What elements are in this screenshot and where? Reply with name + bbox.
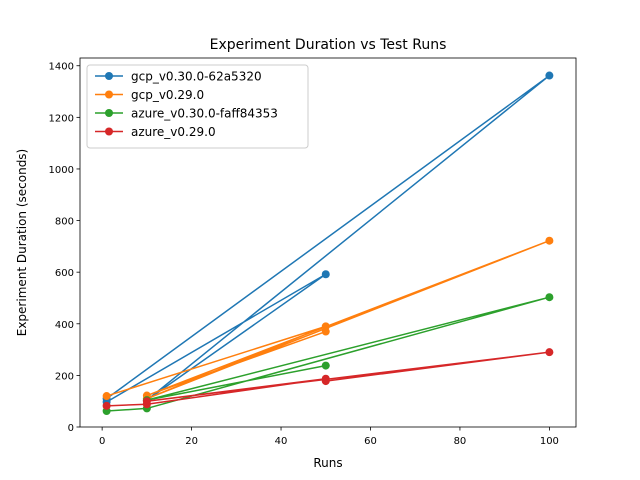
legend-box [86, 64, 309, 149]
x-tick-label: 40 [275, 436, 288, 447]
legend-entry: azure_v0.30.0-faff84353 [95, 107, 278, 121]
legend-marker [105, 90, 113, 99]
y-axis-label: Experiment Duration (seconds) [15, 149, 29, 337]
x-tick-label: 60 [364, 436, 377, 447]
x-tick-label: 0 [99, 436, 105, 447]
x-tick-label: 100 [540, 436, 559, 447]
plot-area [102, 71, 554, 416]
data-point [545, 348, 554, 357]
legend-entry: gcp_v0.29.0 [95, 88, 204, 102]
data-point [321, 377, 330, 386]
legend-marker [105, 127, 113, 136]
data-point [321, 327, 330, 336]
data-point [102, 392, 111, 401]
legend-marker [105, 72, 113, 80]
x-axis: 0 20 40 60 80 100 [99, 427, 559, 447]
data-point [321, 361, 330, 370]
y-tick-label: 1200 [49, 113, 74, 124]
x-tick-label: 80 [454, 436, 467, 447]
y-tick-label: 200 [55, 371, 74, 382]
y-tick-label: 0 [68, 423, 74, 434]
legend-label: gcp_v0.30.0-62a5320 [131, 70, 262, 84]
data-point [545, 71, 554, 80]
y-tick-label: 1400 [49, 62, 74, 73]
axes-frame [79, 57, 577, 428]
data-point [321, 270, 330, 279]
chart-title: Experiment Duration vs Test Runs [210, 37, 447, 53]
legend-entry: gcp_v0.30.0-62a5320 [95, 70, 262, 84]
legend-entry: azure_v0.29.0 [95, 125, 216, 139]
legend: gcp_v0.30.0-62a5320 gcp_v0.29.0 azure_v0.3… [86, 64, 309, 149]
y-tick-label: 1000 [49, 165, 74, 176]
series-line [106, 239, 551, 400]
legend-marker [105, 109, 113, 117]
data-point [545, 236, 554, 245]
x-tick-label: 20 [185, 436, 198, 447]
y-tick-label: 800 [55, 217, 74, 228]
legend-label: gcp_v0.29.0 [131, 88, 204, 102]
legend-label: azure_v0.30.0-faff84353 [131, 107, 278, 121]
series-line [106, 351, 551, 407]
series-azure_v0.29.0 [102, 348, 554, 410]
x-axis-label: Runs [313, 456, 342, 470]
data-point [545, 293, 554, 302]
legend-label: azure_v0.29.0 [131, 125, 216, 139]
y-axis: 0 200 400 600 800 1000 1200 1400 [49, 62, 80, 434]
y-tick-label: 400 [55, 320, 74, 331]
series-gcp_v0.29.0 [102, 236, 554, 403]
data-point [142, 397, 151, 406]
data-point [102, 401, 111, 410]
y-tick-label: 600 [55, 268, 74, 279]
